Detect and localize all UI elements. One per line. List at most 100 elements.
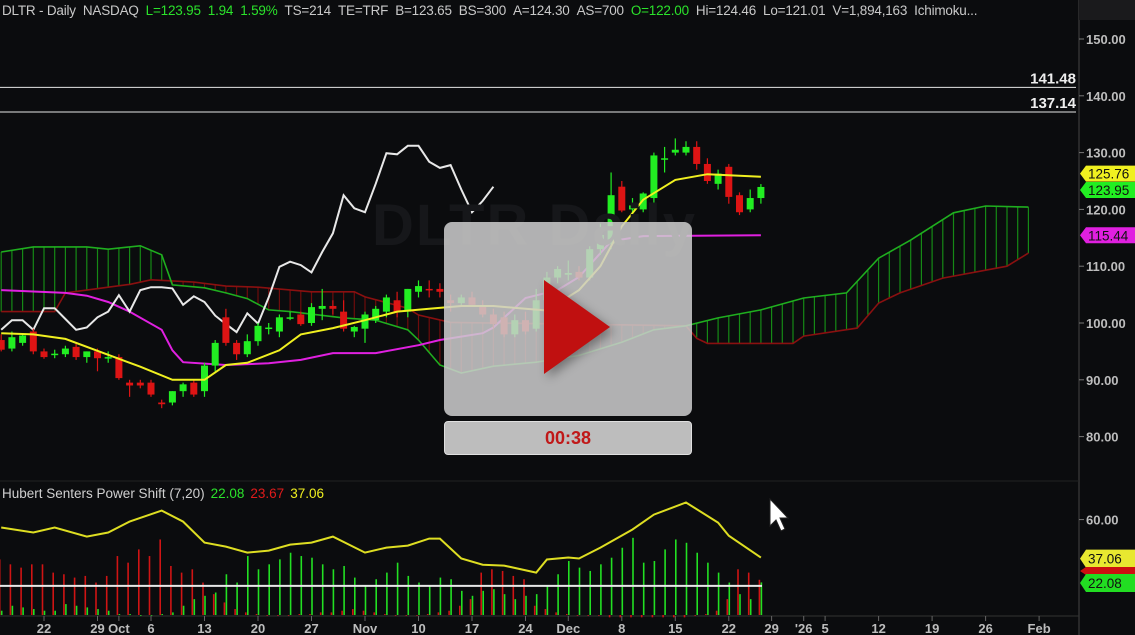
candle-body (222, 317, 230, 343)
candle-body (693, 146, 701, 164)
candle-body (703, 163, 711, 181)
indicator-title: Hubert Senters Power Shift (7,20) (2, 486, 205, 501)
candle-body (746, 198, 754, 210)
bid-value: B=123.65 (395, 3, 452, 18)
candle-body (618, 186, 626, 211)
date-tick-label: 19 (925, 621, 939, 635)
candle-body (436, 288, 444, 292)
date-tick-label: Nov (353, 621, 378, 635)
date-tick-label: 26 (978, 621, 992, 635)
candle-body (650, 155, 658, 199)
candle-body (629, 205, 636, 210)
indicator-green-value: 22.08 (210, 486, 245, 501)
candle-body (415, 286, 422, 292)
candle-body (350, 326, 358, 332)
price-tag-label: 125.76 (1088, 167, 1129, 182)
price-tick-label: 110.00 (1086, 259, 1125, 274)
date-tick-label: 5 (821, 621, 828, 635)
candle-body (607, 195, 615, 244)
high-value: Hi=124.46 (695, 3, 757, 18)
video-duration: 00:38 (444, 421, 692, 455)
ts-value: TS=214 (284, 3, 332, 18)
price-tag (1080, 181, 1135, 198)
date-tick-label: 10 (411, 621, 425, 635)
candle-body (714, 173, 722, 184)
price-tick-label: 140.00 (1086, 89, 1126, 104)
date-tick-label: 24 (518, 621, 533, 635)
candle-body (639, 193, 647, 210)
candle-body (661, 158, 669, 160)
mouse-cursor-icon (769, 498, 790, 532)
play-icon[interactable] (544, 280, 610, 374)
price-tick-label: 130.00 (1086, 146, 1126, 161)
price-tick-label: 150.00 (1086, 32, 1126, 47)
date-tick-label: 20 (251, 621, 265, 635)
candle-body (243, 341, 251, 355)
indicator-tag-label: 22.08 (1088, 576, 1122, 591)
candle-body (29, 331, 37, 352)
candle-body (72, 346, 80, 358)
te-value: TE=TRF (338, 3, 389, 18)
price-tag-label: 123.95 (1088, 183, 1129, 198)
candle-body (254, 325, 262, 342)
candle-body (61, 348, 69, 355)
candle-body (179, 384, 187, 392)
candle-body (233, 342, 241, 355)
candle-body (8, 337, 16, 349)
price-level-label: 141.48 (1030, 70, 1076, 87)
low-value: Lo=121.01 (763, 3, 826, 18)
date-tick-label: 22 (722, 621, 736, 635)
indicator-tag-label: 37.06 (1088, 552, 1122, 567)
candle-body (147, 382, 155, 395)
date-tick-label: 12 (871, 621, 885, 635)
video-play-overlay[interactable] (444, 222, 692, 416)
date-tick-label: 29 (764, 621, 778, 635)
candle-body (340, 311, 348, 329)
price-tag-label: 115.44 (1088, 228, 1129, 243)
candle-body (265, 327, 273, 330)
candle-body (51, 353, 59, 356)
price-tag (1080, 227, 1135, 244)
candle-body (372, 308, 380, 321)
indicator-tag (1080, 549, 1135, 568)
candle-body (361, 314, 369, 329)
date-tick-label: Oct (108, 621, 130, 635)
candle-body (136, 382, 144, 386)
date-tick-label: 13 (197, 621, 211, 635)
candle-body (725, 166, 733, 197)
date-tick-label: 15 (668, 621, 682, 635)
exchange-label: NASDAQ (82, 3, 139, 18)
candle-body (115, 357, 123, 379)
candle-body (736, 195, 743, 213)
candle-body (19, 335, 27, 343)
price-tick-label: 80.00 (1086, 430, 1119, 445)
candle-body (40, 351, 48, 358)
candle-body (126, 382, 134, 386)
indicator-tag (1080, 574, 1135, 592)
last-price: L=123.95 (145, 3, 201, 18)
indicator-header: Hubert Senters Power Shift (7,20) 22.08 23… (2, 486, 330, 501)
candle-body (308, 307, 315, 323)
comparison-line (0, 144, 495, 334)
candle-body (671, 149, 679, 153)
price-change-pct: 1.59% (240, 3, 278, 18)
price-tick-label: 90.00 (1086, 373, 1119, 388)
candle-body (329, 305, 337, 309)
date-tick-label: '26 (795, 621, 813, 635)
date-tick-label: Dec (556, 621, 580, 635)
price-tick-label: 120.00 (1086, 202, 1126, 217)
date-tick-label: 22 (37, 621, 51, 635)
date-tick-label: 8 (618, 621, 625, 635)
date-tick-label: 6 (147, 621, 154, 635)
ask-size: AS=700 (576, 3, 624, 18)
candle-body (158, 402, 166, 405)
candle-body (94, 351, 101, 359)
candle-body (297, 314, 305, 325)
candle-body (318, 305, 326, 309)
indicator-yellow-value: 37.06 (290, 486, 324, 501)
open-value: O=122.00 (630, 3, 689, 18)
candle-body (190, 382, 198, 395)
candle-body (275, 317, 283, 332)
ask-value: A=124.30 (513, 3, 570, 18)
